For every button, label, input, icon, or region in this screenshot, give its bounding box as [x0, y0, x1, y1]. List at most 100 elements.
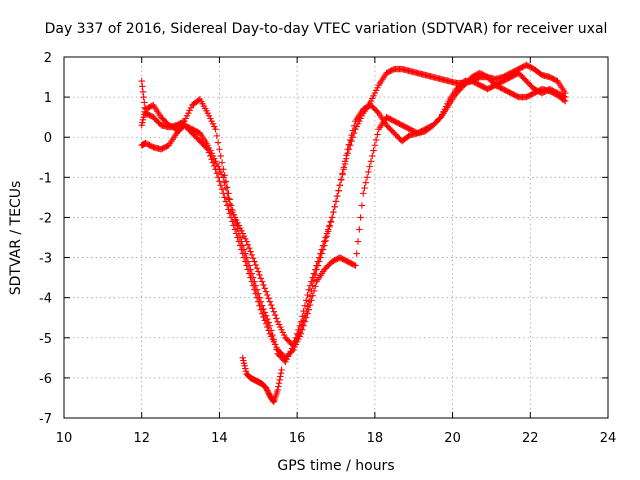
- data-point: [256, 302, 263, 309]
- data-point: [256, 271, 263, 279]
- data-point: [238, 246, 245, 253]
- data-point: [252, 290, 259, 297]
- data-point: [362, 179, 369, 186]
- data-point: [314, 262, 322, 269]
- data-point: [304, 303, 311, 310]
- data-point: [370, 147, 377, 154]
- data-point: [251, 258, 258, 265]
- data-point: [235, 238, 243, 245]
- data-point: [247, 248, 254, 255]
- data-point: [244, 266, 252, 273]
- data-point: [301, 318, 309, 325]
- data-point: [139, 83, 146, 90]
- data-point: [242, 258, 249, 265]
- data-point: [331, 203, 338, 210]
- data-point: [348, 132, 355, 139]
- data-point: [301, 312, 309, 319]
- data-point: [271, 311, 279, 319]
- data-point: [305, 298, 312, 305]
- data-point: [319, 246, 327, 253]
- data-point: [275, 383, 282, 390]
- data-point: [300, 322, 307, 329]
- data-point: [240, 254, 248, 261]
- data-point: [216, 178, 223, 185]
- data-point: [243, 238, 250, 245]
- data-point: [297, 326, 305, 333]
- data-point: [336, 182, 344, 189]
- x-tick-label: 10: [56, 431, 73, 446]
- data-point: [340, 164, 347, 171]
- data-point: [231, 226, 239, 233]
- data-point: [275, 380, 283, 387]
- data-point: [221, 179, 228, 186]
- data-point: [260, 313, 267, 321]
- y-tick-label: -1: [39, 171, 52, 186]
- data-point: [308, 287, 315, 295]
- data-point: [332, 198, 340, 205]
- data-point: [262, 320, 270, 327]
- data-point: [367, 158, 375, 165]
- data-point: [325, 228, 332, 235]
- data-point: [213, 132, 221, 140]
- data-point: [218, 159, 226, 166]
- y-tick-label: -3: [39, 252, 52, 267]
- data-point: [244, 241, 252, 249]
- grid: [64, 57, 608, 418]
- data-point: [335, 187, 342, 194]
- data-point: [360, 190, 367, 197]
- x-tick-label: 22: [522, 431, 539, 446]
- x-tick-label: 18: [367, 431, 384, 446]
- data-point: [327, 218, 335, 226]
- data-point: [247, 274, 254, 281]
- y-tick-label: -4: [39, 292, 52, 307]
- data-point: [216, 146, 223, 153]
- data-point: [243, 262, 250, 269]
- data-point: [322, 237, 329, 245]
- data-point: [341, 158, 349, 165]
- data-point: [312, 271, 319, 279]
- data-point: [317, 254, 324, 261]
- data-point: [220, 174, 227, 181]
- data-point: [277, 370, 285, 377]
- y-axis-label: SDTVAR / TECUs: [8, 181, 24, 296]
- data-point: [257, 275, 265, 282]
- data-point: [246, 244, 253, 252]
- data-point: [330, 208, 337, 216]
- data-point: [224, 190, 231, 197]
- data-point: [141, 99, 148, 106]
- data-point: [326, 223, 333, 231]
- data-point: [371, 142, 379, 149]
- data-point: [349, 127, 357, 134]
- data-point: [288, 347, 296, 355]
- data-point: [350, 122, 358, 130]
- data-point: [239, 250, 246, 257]
- data-point: [352, 262, 359, 269]
- data-point: [344, 146, 351, 153]
- x-tick-label: 16: [289, 431, 306, 446]
- data-point: [339, 170, 346, 177]
- data-point: [273, 315, 280, 322]
- data-point: [236, 242, 244, 249]
- data-point: [255, 298, 262, 305]
- data-point: [221, 194, 228, 201]
- data-point: [249, 255, 257, 262]
- data-point: [365, 168, 372, 176]
- data-point: [361, 184, 368, 192]
- data-point: [261, 285, 268, 292]
- data-point: [257, 306, 265, 313]
- data-point: [265, 295, 272, 302]
- data-point: [369, 152, 376, 160]
- data-point: [265, 327, 272, 334]
- data-point: [343, 152, 350, 159]
- data-point: [353, 250, 360, 257]
- data-point: [560, 93, 568, 100]
- series-track-1: [138, 61, 569, 366]
- data-points: [138, 61, 569, 406]
- y-tick-label: 0: [44, 131, 52, 146]
- data-point: [255, 268, 262, 275]
- data-point: [226, 200, 233, 208]
- data-point: [345, 141, 353, 148]
- data-point: [217, 182, 224, 189]
- data-point: [252, 261, 259, 269]
